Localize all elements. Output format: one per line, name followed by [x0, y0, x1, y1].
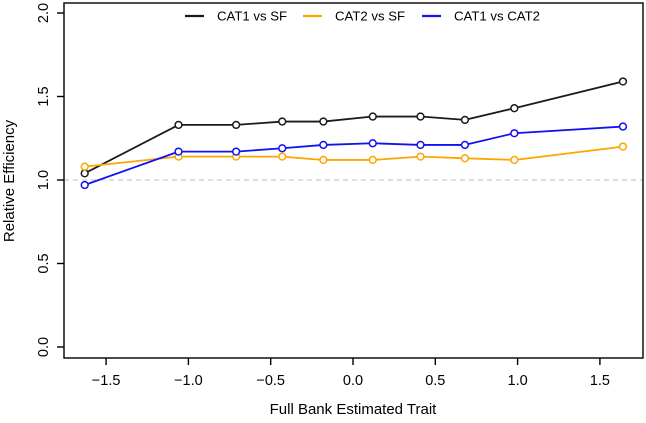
data-point-marker-cat1-vs-cat2 — [278, 144, 287, 153]
series-line-cat1-vs-cat2 — [84, 125, 623, 186]
series-line-cat1-vs-sf — [84, 80, 624, 175]
y-tick-label: 0.0 — [36, 337, 52, 357]
x-tick-label: −1.0 — [174, 373, 203, 389]
data-point-marker-cat1-vs-sf — [510, 104, 519, 113]
series-line-cat2-vs-sf — [84, 145, 624, 168]
legend-label: CAT1 vs SF — [217, 9, 287, 24]
data-point-marker-cat1-vs-cat2 — [416, 140, 425, 150]
axis-ticks-layer: −1.5 −1.0 −0.5 0.0 0.5 1.0 1.5 0.0 0.5 1.0 1.5 2.0 — [36, 3, 610, 389]
y-tick-label: 1.5 — [36, 86, 52, 106]
legend: CAT1 vs SF CAT2 vs SF CAT1 vs CAT2 — [185, 9, 540, 24]
series-layer — [80, 77, 628, 190]
x-tick-label: −1.5 — [92, 373, 121, 389]
data-point-marker-cat2-vs-sf — [368, 155, 377, 165]
data-point-marker-cat2-vs-sf — [618, 142, 628, 151]
data-point-marker-cat1-vs-cat2 — [319, 140, 328, 150]
data-point-marker-cat1-vs-sf — [278, 117, 287, 126]
data-point-marker-cat2-vs-sf — [80, 162, 89, 171]
y-tick-label: 2.0 — [36, 3, 52, 23]
legend-label: CAT2 vs SF — [335, 9, 405, 24]
data-point-marker-cat1-vs-cat2 — [174, 147, 183, 156]
data-point-marker-cat2-vs-sf — [319, 155, 328, 165]
data-point-marker-cat1-vs-sf — [80, 169, 89, 178]
data-point-marker-cat2-vs-sf — [278, 152, 287, 161]
data-point-marker-cat1-vs-cat2 — [368, 139, 377, 148]
legend-item-cat2-vs-sf: CAT2 vs SF — [303, 9, 405, 24]
data-point-marker-cat1-vs-sf — [618, 77, 628, 86]
data-point-marker-cat1-vs-sf — [416, 112, 425, 121]
legend-label: CAT1 vs CAT2 — [454, 9, 540, 24]
data-point-marker-cat1-vs-sf — [174, 120, 183, 130]
data-point-marker-cat2-vs-sf — [510, 155, 519, 165]
x-tick-label: 1.0 — [508, 373, 528, 389]
legend-item-cat1-vs-cat2: CAT1 vs CAT2 — [422, 9, 540, 24]
data-point-marker-cat2-vs-sf — [460, 154, 470, 163]
x-tick-label: 0.0 — [343, 373, 363, 389]
data-point-marker-cat2-vs-sf — [416, 152, 425, 161]
x-tick-label: 1.5 — [590, 373, 610, 389]
data-point-marker-cat1-vs-cat2 — [510, 129, 519, 138]
data-point-marker-cat1-vs-cat2 — [460, 140, 470, 150]
data-point-marker-cat1-vs-cat2 — [231, 147, 241, 156]
data-point-marker-cat1-vs-sf — [319, 117, 328, 126]
data-point-marker-cat1-vs-cat2 — [80, 180, 89, 190]
y-tick-label: 1.0 — [36, 170, 52, 190]
data-point-marker-cat1-vs-sf — [231, 120, 241, 130]
data-point-marker-cat1-vs-sf — [460, 115, 470, 125]
y-axis-label: Relative Efficiency — [1, 119, 18, 242]
x-tick-label: 0.5 — [425, 373, 445, 389]
legend-item-cat1-vs-sf: CAT1 vs SF — [185, 9, 287, 24]
data-point-marker-cat1-vs-cat2 — [618, 122, 628, 131]
data-point-marker-cat1-vs-sf — [368, 112, 377, 121]
y-tick-label: 0.5 — [36, 253, 52, 273]
x-tick-label: −0.5 — [256, 373, 285, 389]
x-axis-label: Full Bank Estimated Trait — [270, 401, 438, 418]
